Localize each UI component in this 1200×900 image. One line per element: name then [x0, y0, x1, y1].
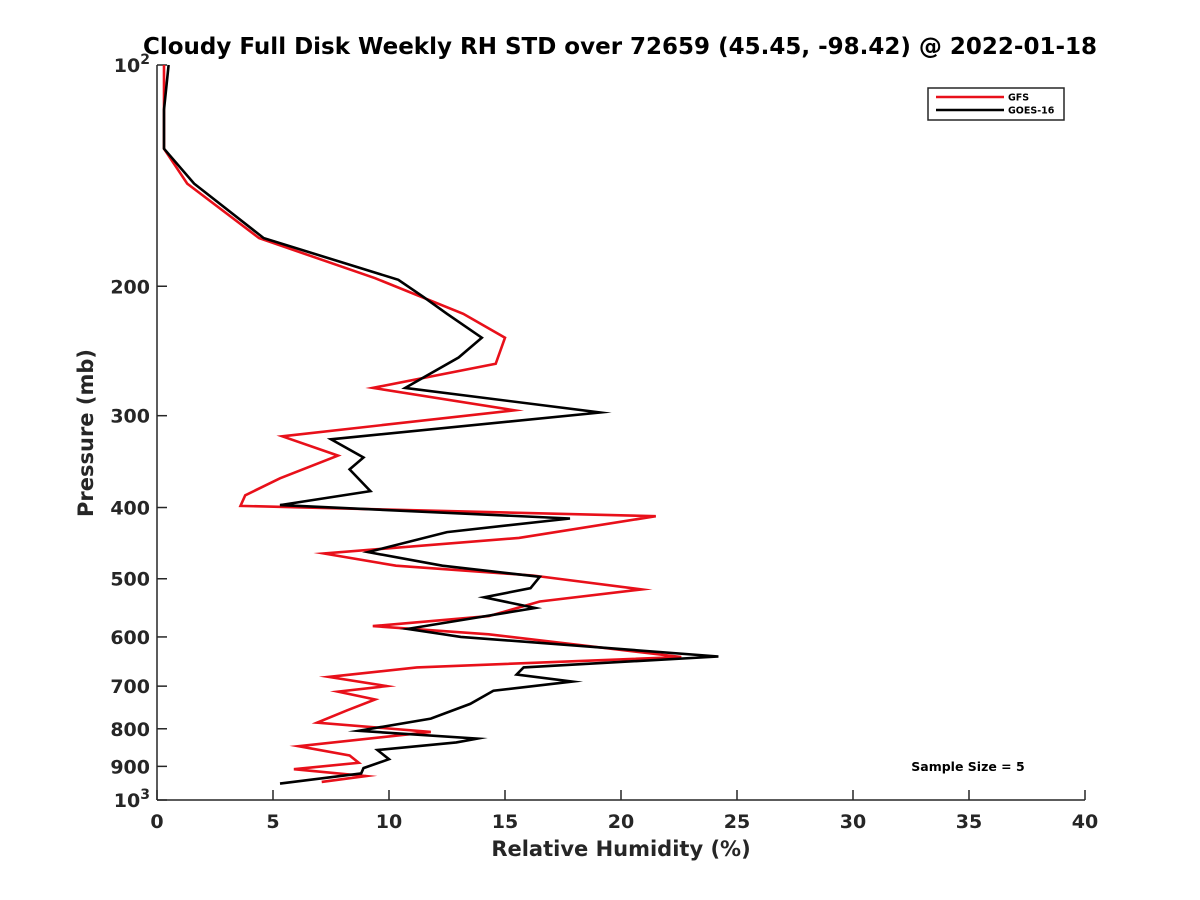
series-layer	[162, 64, 719, 785]
y-tick-label: 900	[110, 756, 150, 778]
plot-area: 0 5 10 15 20 25 30 35 40 102 200 300 400 500 600 700 80…	[110, 52, 1098, 833]
y-tick-label: 200	[110, 276, 150, 298]
x-axis-label: Relative Humidity (%)	[491, 837, 750, 861]
series-line-goes16	[162, 64, 719, 785]
y-tick-label: 300	[110, 406, 150, 428]
x-axis-ticks: 0 5 10 15 20 25 30 35 40	[150, 790, 1098, 833]
y-tick-label: 600	[110, 627, 150, 649]
legend: GFS GOES-16	[927, 87, 1065, 121]
legend-label-gfs: GFS	[1008, 93, 1029, 104]
x-tick-label: 10	[376, 811, 402, 833]
x-tick-label: 20	[608, 811, 634, 833]
y-axis-ticks: 102 200 300 400 500 600 700 800 900 103	[110, 52, 167, 812]
y-tick-label: 103	[114, 787, 150, 812]
x-tick-label: 0	[150, 811, 163, 833]
y-tick-label: 800	[110, 719, 150, 741]
y-tick-label: 700	[110, 676, 150, 698]
x-tick-label: 15	[492, 811, 518, 833]
y-tick-label: 400	[110, 498, 150, 520]
y-axis-label: Pressure (mb)	[74, 349, 98, 517]
legend-label-goes16: GOES-16	[1008, 106, 1055, 117]
x-tick-label: 30	[840, 811, 866, 833]
x-tick-label: 5	[266, 811, 279, 833]
chart-title: Cloudy Full Disk Weekly RH STD over 7265…	[143, 34, 1097, 60]
x-tick-label: 25	[724, 811, 750, 833]
x-tick-label: 40	[1072, 811, 1098, 833]
y-tick-label: 500	[110, 569, 150, 591]
sample-size-annotation: Sample Size = 5	[911, 759, 1024, 774]
y-tick-label: 102	[114, 52, 150, 77]
legend-box	[927, 87, 1065, 121]
x-tick-label: 35	[956, 811, 982, 833]
